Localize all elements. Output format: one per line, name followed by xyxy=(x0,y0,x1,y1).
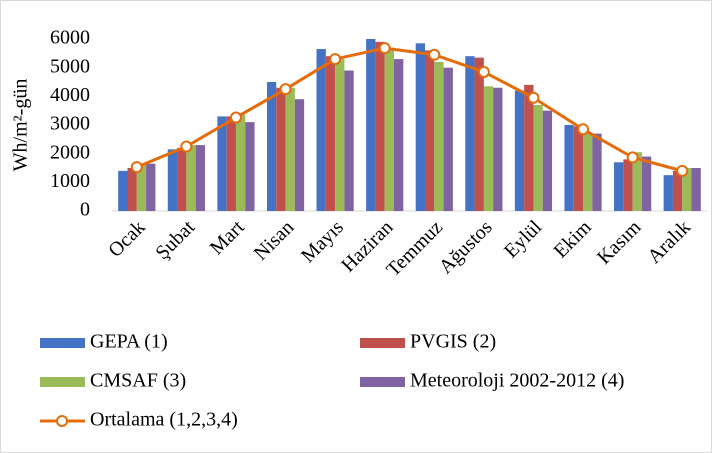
y-axis-label: Wh/m²-gün xyxy=(10,79,32,172)
bar xyxy=(641,156,652,211)
line-marker xyxy=(527,91,540,104)
bar xyxy=(127,168,137,211)
legend-label: GEPA (1) xyxy=(90,331,168,353)
y-tick-label: 1000 xyxy=(50,170,90,192)
bar xyxy=(632,152,642,211)
bar xyxy=(623,159,633,211)
line xyxy=(136,46,683,173)
bar xyxy=(186,145,196,211)
legend-label: CMSAF (3) xyxy=(90,370,186,392)
legend-label: PVGIS (2) xyxy=(410,331,496,353)
bar xyxy=(483,86,494,211)
bar xyxy=(493,87,503,211)
line-marker xyxy=(329,53,342,66)
line-marker xyxy=(626,151,639,164)
y-tick-label: 5000 xyxy=(50,55,90,77)
legend-swatch xyxy=(360,338,405,348)
bar xyxy=(394,59,404,211)
bar xyxy=(226,116,236,211)
y-tick-label: 3000 xyxy=(50,113,90,135)
bar xyxy=(691,168,701,211)
line-marker xyxy=(229,111,242,124)
line-marker xyxy=(279,83,292,96)
legend-marker xyxy=(56,415,68,427)
bar xyxy=(614,162,624,211)
bar xyxy=(465,56,475,212)
bar xyxy=(285,87,295,211)
legend-label: Ortalama (1,2,3,4) xyxy=(90,409,238,431)
bar xyxy=(514,90,525,211)
line-marker xyxy=(676,164,689,177)
bar xyxy=(276,87,286,211)
bar xyxy=(245,122,255,211)
y-tick-label: 2000 xyxy=(50,141,90,163)
bar xyxy=(564,125,574,211)
bar xyxy=(177,147,187,211)
line-marker xyxy=(577,123,590,136)
bar xyxy=(384,47,395,211)
bar xyxy=(424,50,435,211)
legend-swatch xyxy=(40,377,85,387)
bar xyxy=(217,116,227,211)
legend-label: Meteoroloji 2002-2012 (4) xyxy=(410,370,624,392)
bar xyxy=(118,170,128,211)
line-marker xyxy=(477,65,490,78)
bar xyxy=(592,133,602,211)
bar xyxy=(672,170,683,211)
bar xyxy=(533,104,543,211)
bar xyxy=(294,99,305,211)
bar xyxy=(524,84,534,211)
bar xyxy=(335,59,345,211)
bar xyxy=(325,56,336,212)
bar xyxy=(663,175,673,211)
legend-swatch xyxy=(40,338,85,348)
bar xyxy=(573,126,584,211)
line-marker xyxy=(180,140,193,153)
y-tick-label: 4000 xyxy=(50,84,90,106)
bar xyxy=(415,43,425,211)
bar xyxy=(474,57,484,212)
bar xyxy=(542,110,553,211)
bar xyxy=(443,67,453,212)
bar xyxy=(375,41,385,211)
bar xyxy=(682,168,692,211)
bar xyxy=(235,114,246,211)
bar xyxy=(583,133,593,211)
bar xyxy=(167,149,178,211)
line-marker xyxy=(130,161,143,174)
bar xyxy=(316,49,326,212)
bar xyxy=(136,165,147,211)
bar xyxy=(344,70,354,212)
line-marker xyxy=(378,42,391,55)
bar xyxy=(146,163,156,211)
bar xyxy=(434,61,444,211)
y-tick-label: 0 xyxy=(80,199,90,221)
bar xyxy=(195,145,205,211)
bar xyxy=(266,82,277,211)
y-tick-label: 6000 xyxy=(50,27,90,49)
legend-swatch xyxy=(360,377,405,387)
bar xyxy=(366,39,376,211)
line-marker xyxy=(428,48,441,61)
